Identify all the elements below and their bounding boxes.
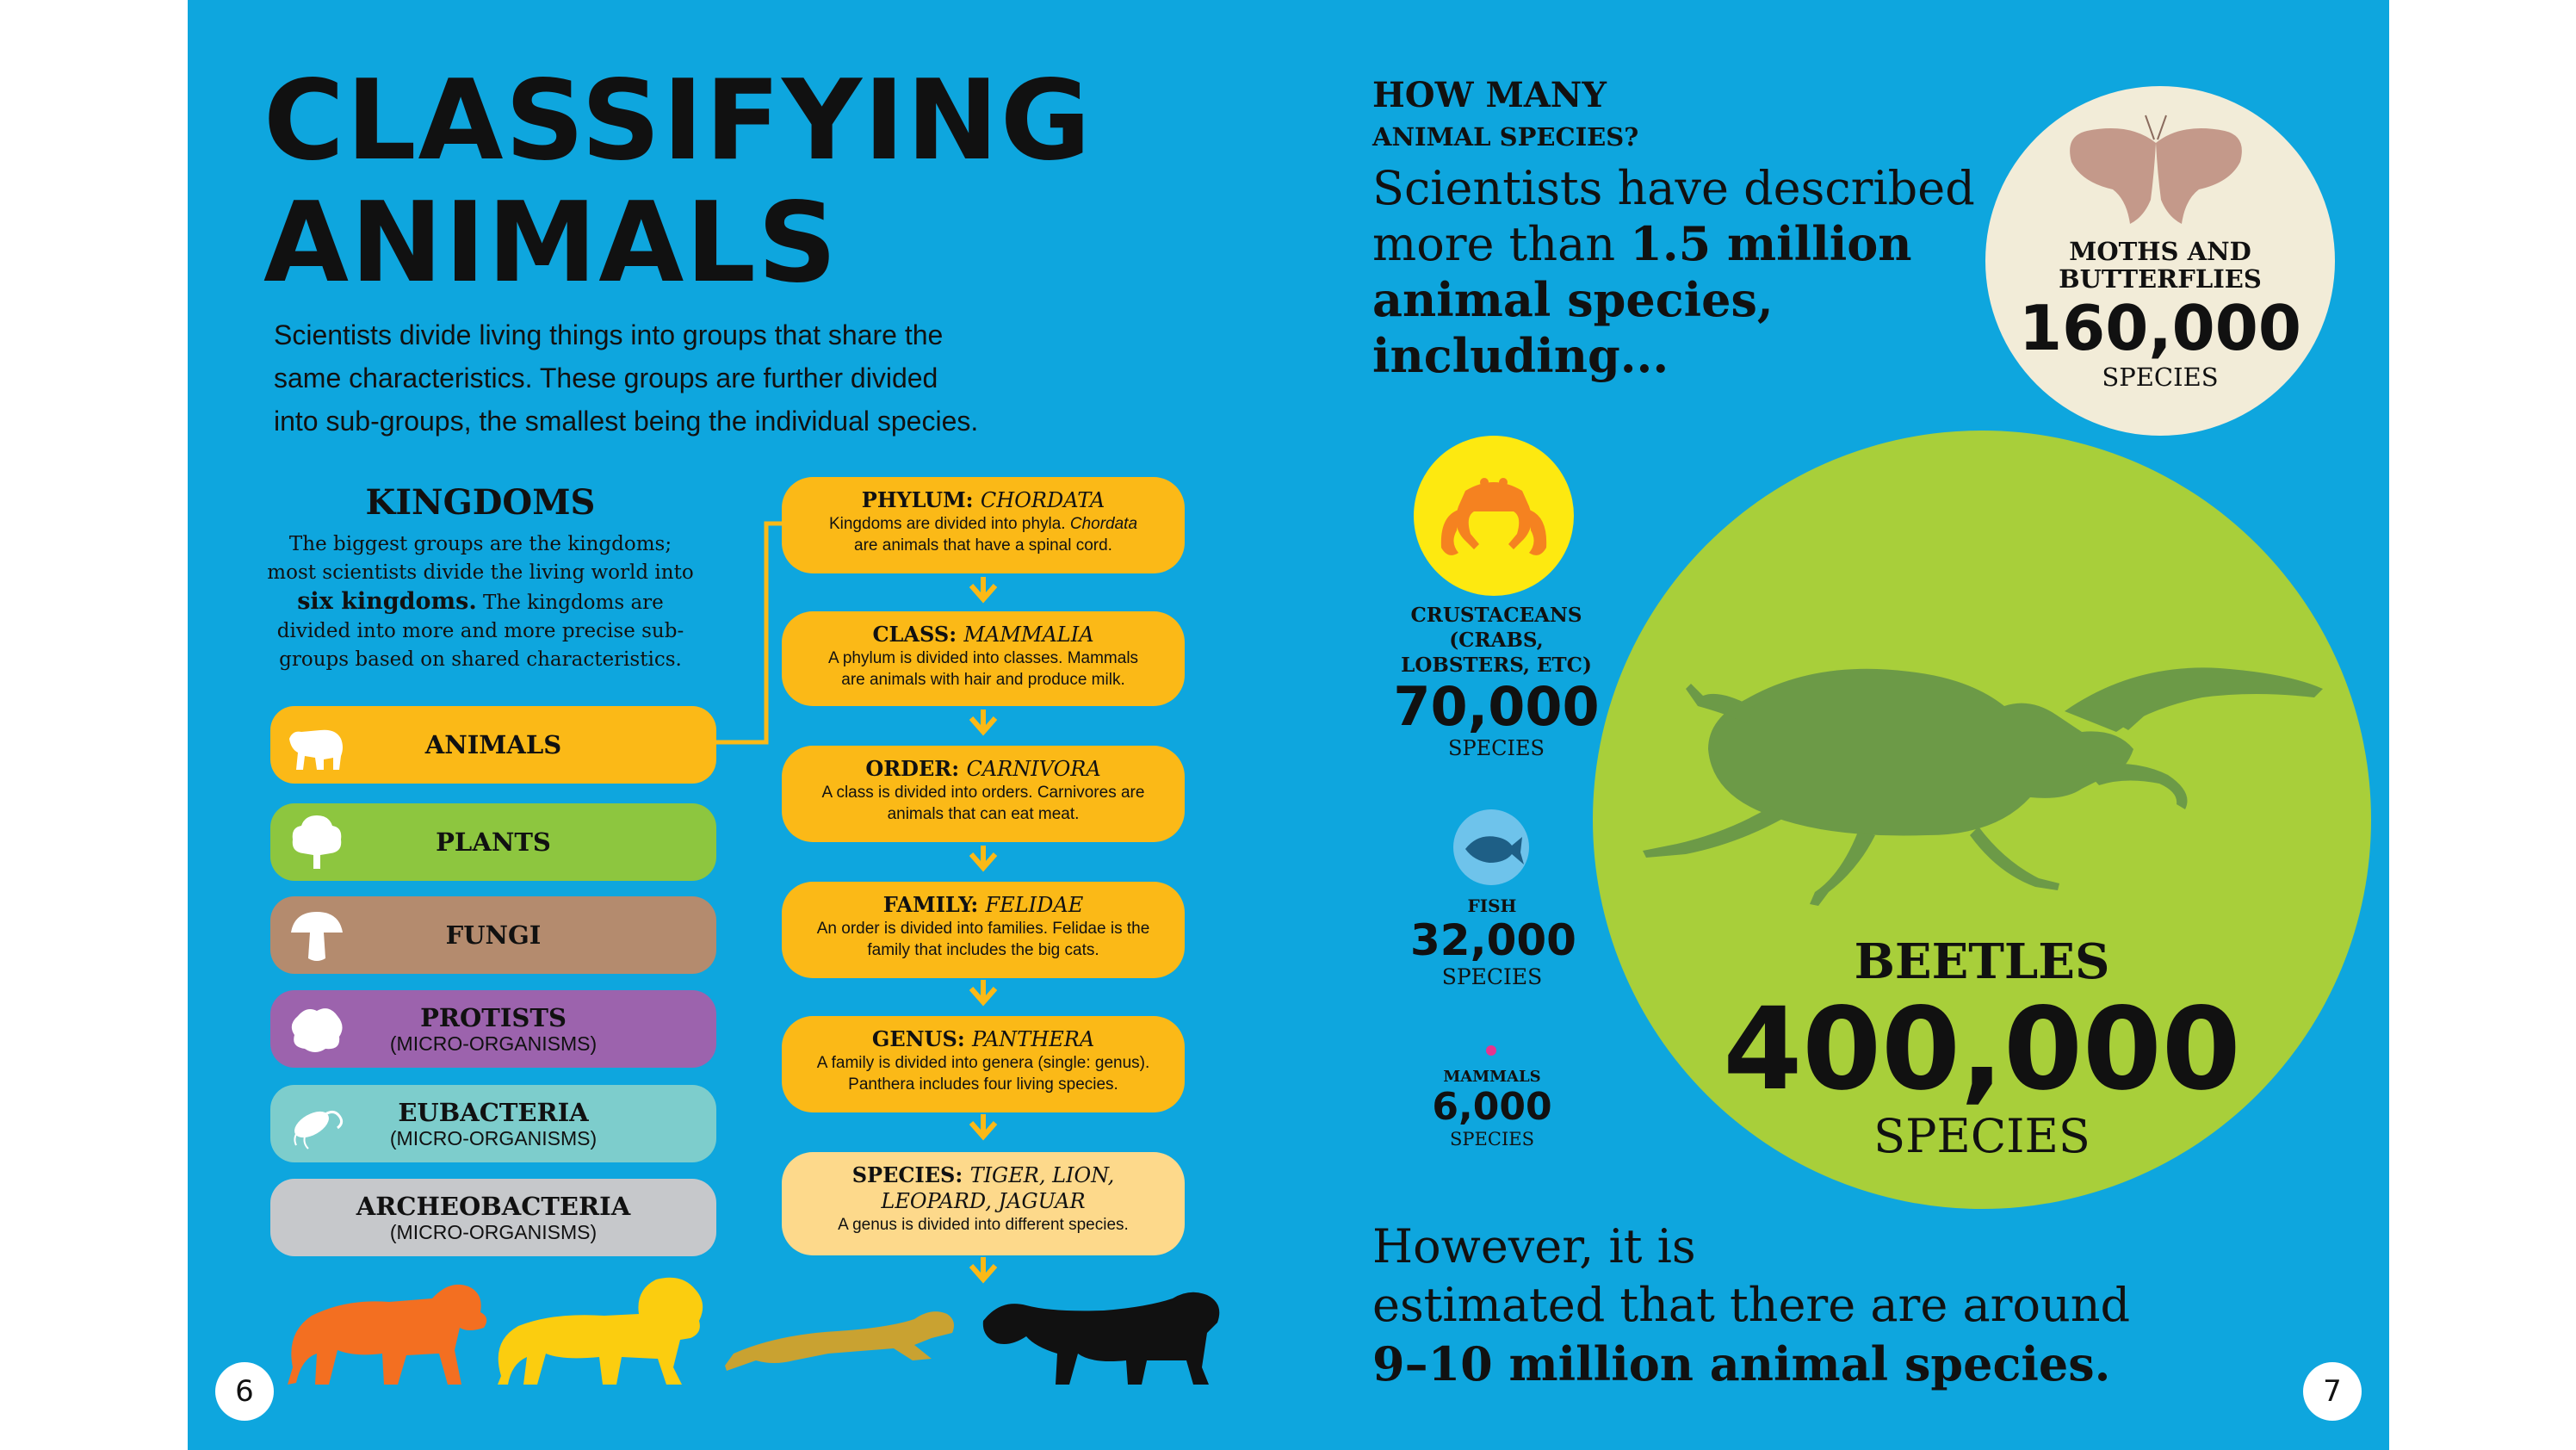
amoeba-icon <box>291 1008 343 1052</box>
kingdom-label: ANIMALS <box>424 730 562 759</box>
intro-paragraph: Scientists divide living things into gro… <box>274 319 979 437</box>
tree-icon <box>292 815 342 869</box>
mammals-dot <box>1486 1045 1496 1056</box>
tiger-icon <box>288 1284 487 1385</box>
rank-genus: GENUS: PANTHERA A family is divided into… <box>782 1016 1185 1112</box>
lion-icon <box>498 1277 703 1385</box>
butterfly-icon <box>2070 115 2242 224</box>
down-arrow-icon <box>969 710 998 736</box>
bacterium-icon <box>294 1110 344 1149</box>
page-number-right: 7 <box>2303 1362 2362 1421</box>
kingdom-sublabel: (MICRO-ORGANISMS) <box>389 1126 598 1149</box>
big-cats-illustration <box>288 1277 1220 1385</box>
jaguar-icon <box>982 1292 1220 1385</box>
closing-paragraph: However, it is estimated that there are … <box>1372 1219 2131 1391</box>
down-arrow-icon <box>969 1114 998 1141</box>
kingdom-label: FUNGI <box>445 920 542 950</box>
beetle-icon <box>1643 667 2323 906</box>
moths-label-block: MOTHS AND BUTTERFLIES 160,000 SPECIES <box>2019 237 2301 392</box>
page-number-left: 6 <box>215 1362 274 1421</box>
kingdom-sublabel: (MICRO-ORGANISMS) <box>389 1220 598 1243</box>
fish-label-block: FISH 32,000 SPECIES <box>1410 895 1576 989</box>
crustaceans-label-block: CRUSTACEANS (CRABS, LOBSTERS, ETC) 70,00… <box>1393 604 1600 760</box>
kingdom-eubacteria: EUBACTERIA (MICRO-ORGANISMS) <box>270 1085 716 1162</box>
down-arrow-icon <box>969 577 998 604</box>
kingdom-plants: PLANTS <box>270 803 716 881</box>
kingdom-protists: PROTISTS (MICRO-ORGANISMS) <box>270 990 716 1068</box>
fish-icon <box>1465 836 1524 864</box>
polar-bear-icon <box>289 729 343 770</box>
how-many-subheading: ANIMAL SPECIES? <box>1372 122 1639 152</box>
crustaceans-circle <box>1414 436 1574 596</box>
kingdom-label: PROTISTS <box>420 1002 567 1032</box>
down-arrow-icon <box>969 1257 998 1284</box>
mushroom-icon <box>291 912 343 961</box>
rank-family: FAMILY: FELIDAE An order is divided into… <box>782 882 1185 978</box>
kingdom-label: PLANTS <box>436 827 551 857</box>
beetles-label-block: BEETLES 400,000 SPECIES <box>1723 933 2241 1163</box>
book-spread: CLASSIFYING ANIMALS Scientists divide li… <box>188 0 2389 1450</box>
mammals-label-block: MAMMALS 6,000 SPECIES <box>1432 1068 1552 1149</box>
kingdom-archeobacteria: ARCHEOBACTERIA (MICRO-ORGANISMS) <box>270 1179 716 1256</box>
rank-species: SPECIES: TIGER, LION, LEOPARD, JAGUAR A … <box>782 1152 1185 1255</box>
crab-icon <box>1440 478 1547 555</box>
kingdom-label: ARCHEOBACTERIA <box>356 1191 631 1221</box>
rank-order: ORDER: CARNIVORA A class is divided into… <box>782 746 1185 842</box>
kingdom-animals: ANIMALS <box>270 706 716 784</box>
down-arrow-icon <box>969 846 998 872</box>
how-many-heading: HOW MANY <box>1372 75 1607 115</box>
kingdom-fungi: FUNGI <box>270 896 716 974</box>
kingdoms-description: The biggest groups are the kingdoms; mos… <box>267 533 694 671</box>
rank-class: CLASS: MAMMALIA A phylum is divided into… <box>782 611 1185 706</box>
kingdom-sublabel: (MICRO-ORGANISMS) <box>389 1032 598 1055</box>
page-title: CLASSIFYING ANIMALS <box>263 57 1093 307</box>
kingdom-label: EUBACTERIA <box>398 1097 589 1127</box>
connector-line <box>716 521 785 745</box>
rank-phylum: PHYLUM: CHORDATA Kingdoms are divided in… <box>782 477 1185 573</box>
kingdoms-heading: KINGDOMS <box>365 482 596 523</box>
down-arrow-icon <box>969 980 998 1007</box>
lead-paragraph: Scientists have described more than 1.5 … <box>1372 161 1975 383</box>
cheetah-icon <box>725 1311 954 1371</box>
